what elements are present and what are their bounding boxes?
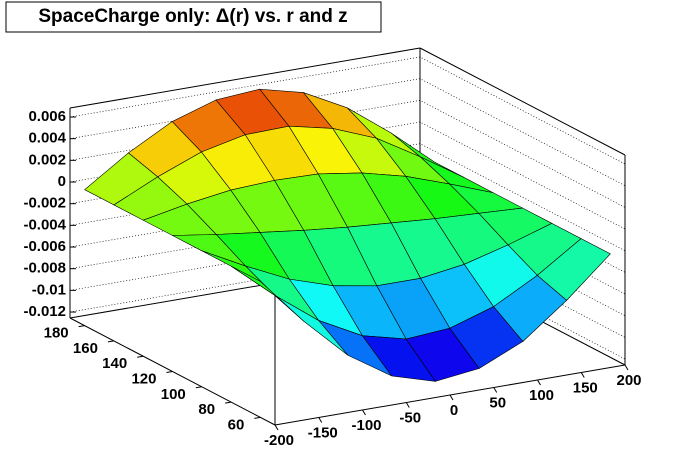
y-tick xyxy=(224,401,232,404)
y-tick xyxy=(78,325,85,328)
y-tick-label: 120 xyxy=(131,370,156,387)
x-tick xyxy=(537,379,541,386)
x-tick-label: 150 xyxy=(573,379,598,396)
y-tick-label: 60 xyxy=(228,416,245,433)
x-tick xyxy=(362,409,366,416)
y-tick-label: 160 xyxy=(73,340,98,357)
x-tick-label: -150 xyxy=(308,424,338,441)
x-tick xyxy=(624,364,629,371)
z-tick-label: -0.01 xyxy=(32,281,66,298)
x-tick xyxy=(318,417,323,423)
z-tick-label: 0.006 xyxy=(28,108,66,125)
y-tick xyxy=(107,340,115,343)
z-tick-label: 0.004 xyxy=(28,130,66,147)
x-tick xyxy=(405,402,410,408)
chart-title: SpaceCharge only: Δ(r) vs. r and z xyxy=(38,6,347,27)
box-edge xyxy=(419,47,626,156)
x-tick-label: 50 xyxy=(489,394,506,411)
y-tick-label: 80 xyxy=(198,401,215,418)
x-tick xyxy=(580,372,585,378)
x-tick-label: -50 xyxy=(399,409,421,426)
x-tick-label: 100 xyxy=(529,387,554,404)
y-tick xyxy=(254,416,261,419)
z-tick-label: -0.004 xyxy=(23,216,66,233)
z-tick-label: -0.012 xyxy=(23,303,66,320)
z-tick-label: -0.006 xyxy=(23,238,66,255)
z-tick-label: -0.002 xyxy=(23,195,66,212)
x-tick-label: 200 xyxy=(616,372,641,389)
x-tick xyxy=(493,387,498,393)
z-tick-label: 0.002 xyxy=(28,151,66,168)
title-box xyxy=(5,1,382,33)
surface-cell xyxy=(230,265,305,322)
z-tick-label: 0 xyxy=(58,173,66,190)
y-tick xyxy=(137,355,144,358)
y-tick-label: 140 xyxy=(102,355,127,372)
x-tick-label: 0 xyxy=(450,402,458,419)
y-tick xyxy=(195,386,202,389)
x-tick-label: -200 xyxy=(264,432,294,449)
box-edge xyxy=(69,47,421,109)
z-tick-label: -0.008 xyxy=(23,260,66,277)
y-tick xyxy=(166,371,173,373)
x-tick xyxy=(449,394,454,401)
y-tick-label: 100 xyxy=(161,386,186,403)
y-tick-label: 180 xyxy=(44,325,69,342)
x-tick-label: -100 xyxy=(351,417,381,434)
x-tick xyxy=(274,424,279,431)
